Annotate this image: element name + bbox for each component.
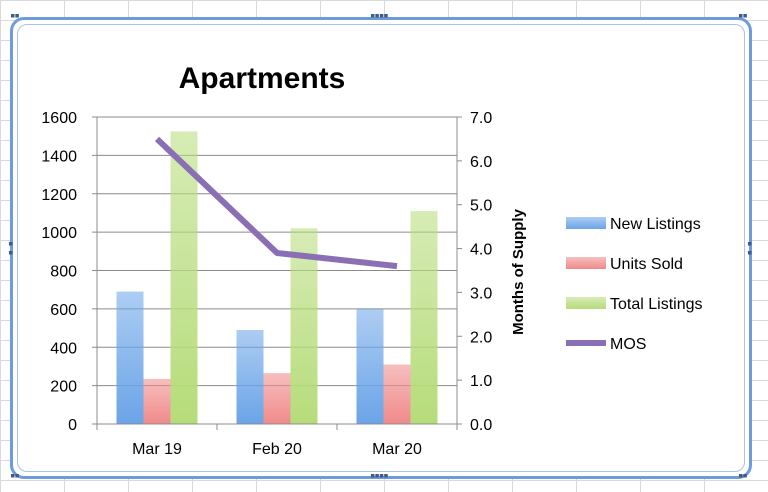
legend-label-new-listings: New Listings (610, 216, 701, 233)
legend-swatch-total-listings (566, 297, 606, 309)
resize-handle-top-right[interactable]: ▪▪ (738, 11, 748, 21)
y2-tick-label: 5.0 (470, 198, 492, 215)
bar-new-listings (236, 329, 264, 424)
bar-total-listings (290, 228, 318, 424)
y-tick-label: 800 (50, 264, 77, 281)
y-tick-label: 1400 (41, 148, 77, 165)
y2-tick-label: 7.0 (470, 110, 492, 127)
resize-handle-bottom-right[interactable]: ▪▪ (738, 471, 748, 481)
y-tick-label: 1000 (41, 225, 77, 242)
bar-units-sold (143, 378, 171, 424)
y2-tick-label: 0.0 (470, 417, 492, 434)
bar-total-listings (170, 131, 198, 424)
y2-tick-label: 2.0 (470, 329, 492, 346)
legend-label-mos: MOS (610, 336, 646, 353)
resize-handle-right[interactable]: ▪ ▪ (747, 239, 752, 258)
legend-swatch-new-listings (566, 217, 606, 229)
y2-axis-label: Months of Supply (510, 208, 527, 334)
y-tick-label: 400 (50, 340, 77, 357)
resize-handle-left[interactable]: ▪ ▪ (8, 239, 13, 258)
legend-label-total-listings: Total Listings (610, 296, 703, 313)
x-tick-label: Mar 20 (372, 441, 422, 458)
y-tick-label: 600 (50, 302, 77, 319)
line-mos (154, 136, 398, 270)
resize-handle-bottom[interactable]: ▪▪▪▪ (370, 471, 389, 481)
bar-units-sold (263, 373, 291, 424)
resize-handle-bottom-left[interactable]: ▪▪ (10, 471, 20, 481)
bar-new-listings (356, 308, 384, 424)
y-tick-label: 1200 (41, 187, 77, 204)
chart-frame-border (17, 24, 745, 472)
x-tick-label: Mar 19 (132, 441, 182, 458)
bar-new-listings (116, 291, 144, 424)
y2-tick-label: 1.0 (470, 373, 492, 390)
y-tick-label: 200 (50, 379, 77, 396)
y2-tick-label: 3.0 (470, 285, 492, 302)
y2-tick-label: 6.0 (470, 154, 492, 171)
legend-label-units-sold: Units Sold (610, 256, 683, 273)
resize-handle-top-left[interactable]: ▪▪ (10, 11, 20, 21)
legend-swatch-units-sold (566, 257, 606, 269)
bar-units-sold (383, 364, 411, 424)
y2-tick-label: 4.0 (470, 242, 492, 259)
x-tick-label: Feb 20 (252, 441, 302, 458)
chart-title: Apartments (179, 62, 346, 95)
resize-handle-top[interactable]: ▪▪▪▪ (370, 11, 389, 21)
bar-total-listings (410, 211, 438, 424)
y-tick-label: 1600 (41, 110, 77, 127)
y-tick-label: 0 (68, 417, 77, 434)
